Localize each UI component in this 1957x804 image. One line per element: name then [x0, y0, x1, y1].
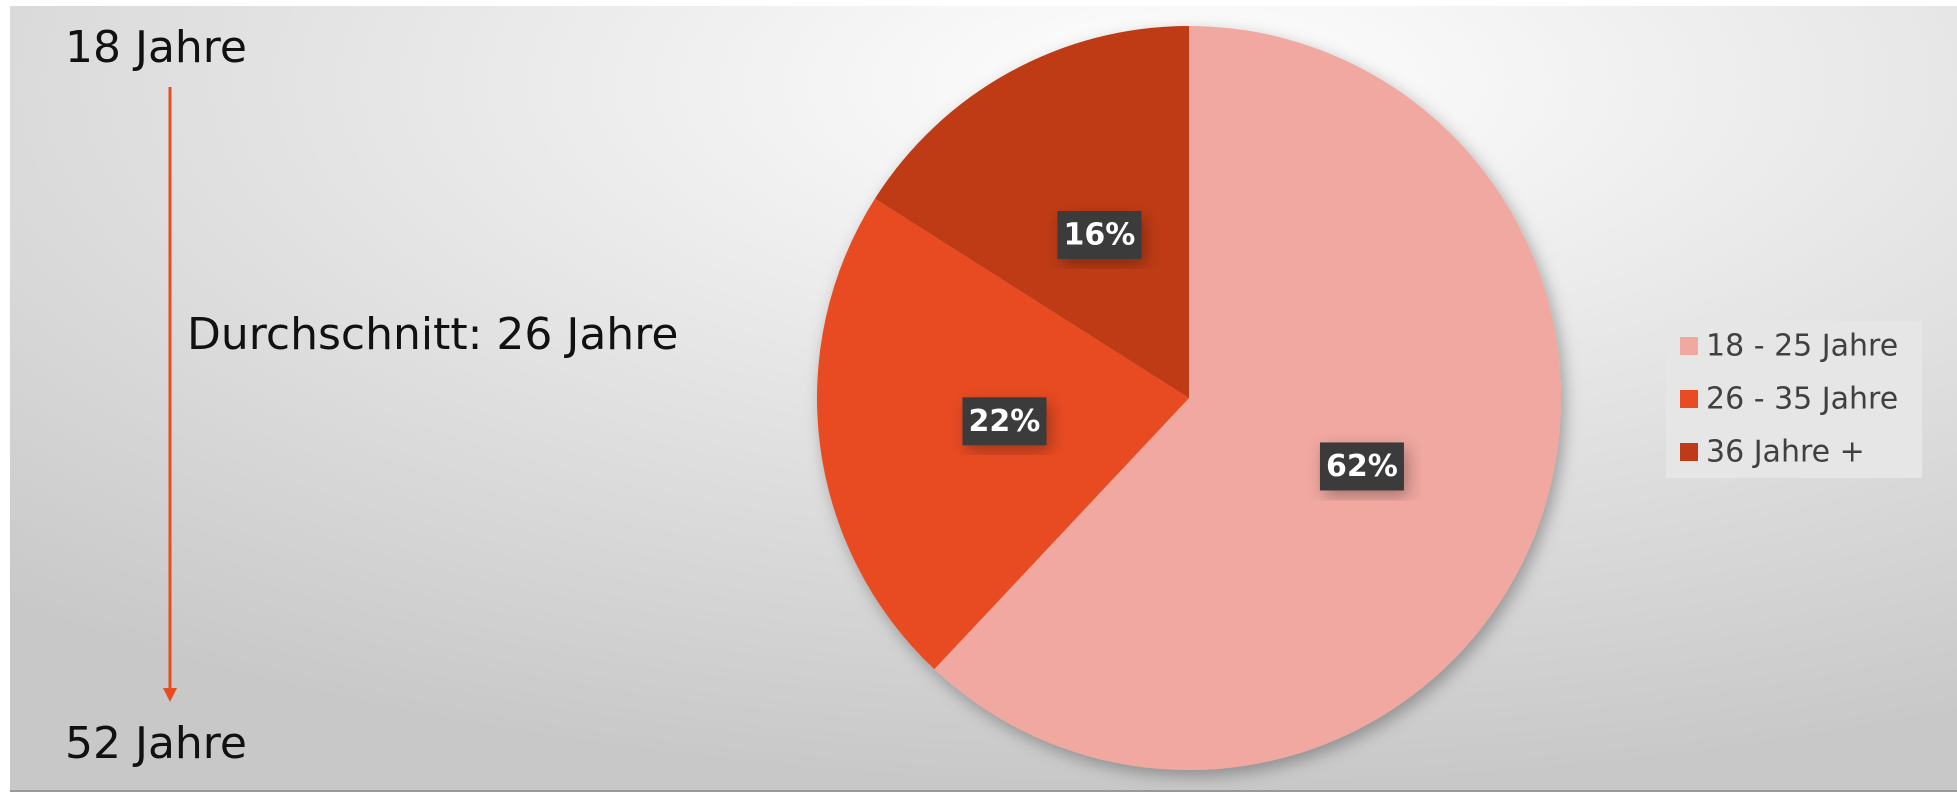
pie-slice: [934, 26, 1561, 770]
arrow-head: [163, 688, 177, 702]
legend-box: [1666, 321, 1922, 478]
pie: [817, 26, 1561, 770]
legend-label: 36 Jahre +: [1706, 435, 1865, 470]
data-label: 16%: [1063, 218, 1135, 253]
data-label-box: [962, 397, 1047, 446]
data-label: 62%: [1326, 449, 1398, 484]
data-label-box: [1319, 442, 1404, 491]
legend-label: 18 - 25 Jahre: [1706, 329, 1898, 364]
data-labels: 62% 22% 16%: [962, 211, 1404, 491]
legend-swatch: [1680, 443, 1698, 461]
legend-swatch: [1680, 337, 1698, 355]
pie-slice: [874, 26, 1189, 398]
annotation: Durchschnitt: 26 Jahre: [187, 309, 678, 360]
legend-label: 26 - 35 Jahre: [1706, 382, 1898, 417]
data-label: 22%: [969, 404, 1041, 439]
data-label-box: [1057, 211, 1142, 260]
annotation: 52 Jahre: [65, 718, 247, 769]
legend-swatch: [1680, 390, 1698, 408]
annotation: 18 Jahre: [65, 22, 247, 73]
legend: 18 - 25 Jahre 26 - 35 Jahre 36 Jahre +: [1680, 329, 1898, 470]
